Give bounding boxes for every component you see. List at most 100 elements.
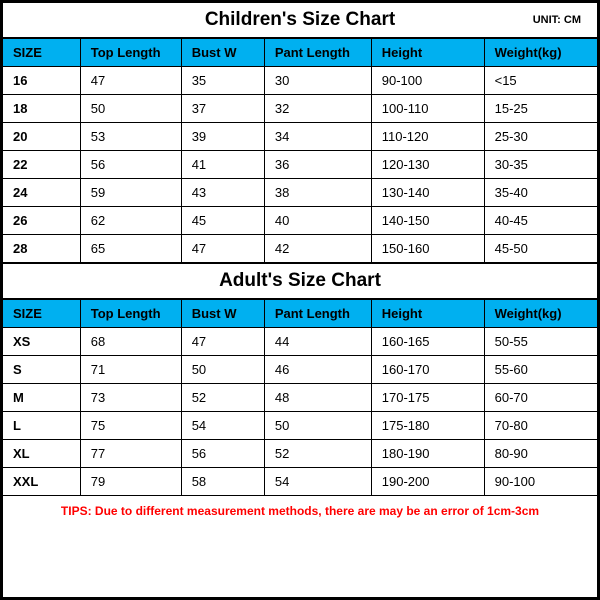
value-cell: 52 bbox=[181, 384, 264, 412]
value-cell: 32 bbox=[264, 95, 371, 123]
size-cell: S bbox=[3, 356, 80, 384]
value-cell: 120-130 bbox=[371, 151, 484, 179]
value-cell: 130-140 bbox=[371, 179, 484, 207]
value-cell: 47 bbox=[80, 67, 181, 95]
size-cell: 22 bbox=[3, 151, 80, 179]
table-row: 20533934110-12025-30 bbox=[3, 123, 597, 151]
value-cell: 45-50 bbox=[484, 235, 597, 264]
table-row: XL775652180-19080-90 bbox=[3, 440, 597, 468]
value-cell: 50 bbox=[264, 412, 371, 440]
children-title: Children's Size Chart bbox=[205, 9, 395, 30]
size-cell: 18 bbox=[3, 95, 80, 123]
table-row: M735248170-17560-70 bbox=[3, 384, 597, 412]
value-cell: 52 bbox=[264, 440, 371, 468]
value-cell: 60-70 bbox=[484, 384, 597, 412]
size-cell: 26 bbox=[3, 207, 80, 235]
value-cell: 15-25 bbox=[484, 95, 597, 123]
table-row: 28654742150-16045-50 bbox=[3, 235, 597, 264]
children-title-bar: Children's Size Chart UNIT: CM bbox=[3, 3, 597, 38]
size-cell: M bbox=[3, 384, 80, 412]
size-cell: L bbox=[3, 412, 80, 440]
value-cell: 30 bbox=[264, 67, 371, 95]
value-cell: 190-200 bbox=[371, 468, 484, 496]
size-cell: 28 bbox=[3, 235, 80, 264]
value-cell: 44 bbox=[264, 328, 371, 356]
value-cell: 36 bbox=[264, 151, 371, 179]
value-cell: 160-165 bbox=[371, 328, 484, 356]
children-table: SIZETop LengthBust WPant LengthHeightWei… bbox=[3, 38, 597, 264]
size-cell: XS bbox=[3, 328, 80, 356]
value-cell: 55-60 bbox=[484, 356, 597, 384]
value-cell: 38 bbox=[264, 179, 371, 207]
value-cell: 110-120 bbox=[371, 123, 484, 151]
value-cell: 90-100 bbox=[484, 468, 597, 496]
value-cell: 56 bbox=[80, 151, 181, 179]
value-cell: 56 bbox=[181, 440, 264, 468]
adult-title-bar: Adult's Size Chart bbox=[3, 264, 597, 299]
value-cell: 73 bbox=[80, 384, 181, 412]
value-cell: 54 bbox=[181, 412, 264, 440]
table-row: XXL795854190-20090-100 bbox=[3, 468, 597, 496]
size-cell: 16 bbox=[3, 67, 80, 95]
column-header: Height bbox=[371, 39, 484, 67]
column-header: Bust W bbox=[181, 300, 264, 328]
value-cell: <15 bbox=[484, 67, 597, 95]
value-cell: 25-30 bbox=[484, 123, 597, 151]
value-cell: 53 bbox=[80, 123, 181, 151]
value-cell: 100-110 bbox=[371, 95, 484, 123]
value-cell: 150-160 bbox=[371, 235, 484, 264]
value-cell: 70-80 bbox=[484, 412, 597, 440]
column-header: Top Length bbox=[80, 300, 181, 328]
column-header: Bust W bbox=[181, 39, 264, 67]
value-cell: 54 bbox=[264, 468, 371, 496]
table-row: 1647353090-100<15 bbox=[3, 67, 597, 95]
value-cell: 180-190 bbox=[371, 440, 484, 468]
column-header: Weight(kg) bbox=[484, 300, 597, 328]
table-row: L755450175-18070-80 bbox=[3, 412, 597, 440]
value-cell: 77 bbox=[80, 440, 181, 468]
value-cell: 37 bbox=[181, 95, 264, 123]
value-cell: 68 bbox=[80, 328, 181, 356]
value-cell: 79 bbox=[80, 468, 181, 496]
column-header: Weight(kg) bbox=[484, 39, 597, 67]
value-cell: 40 bbox=[264, 207, 371, 235]
value-cell: 80-90 bbox=[484, 440, 597, 468]
value-cell: 58 bbox=[181, 468, 264, 496]
value-cell: 43 bbox=[181, 179, 264, 207]
column-header: Pant Length bbox=[264, 300, 371, 328]
value-cell: 47 bbox=[181, 328, 264, 356]
table-row: 18503732100-11015-25 bbox=[3, 95, 597, 123]
table-row: 24594338130-14035-40 bbox=[3, 179, 597, 207]
value-cell: 40-45 bbox=[484, 207, 597, 235]
value-cell: 47 bbox=[181, 235, 264, 264]
table-row: XS684744160-16550-55 bbox=[3, 328, 597, 356]
table-row: S715046160-17055-60 bbox=[3, 356, 597, 384]
value-cell: 41 bbox=[181, 151, 264, 179]
children-section: Children's Size Chart UNIT: CM SIZETop L… bbox=[3, 3, 597, 264]
size-cell: 20 bbox=[3, 123, 80, 151]
value-cell: 170-175 bbox=[371, 384, 484, 412]
table-row: 22564136120-13030-35 bbox=[3, 151, 597, 179]
value-cell: 175-180 bbox=[371, 412, 484, 440]
value-cell: 42 bbox=[264, 235, 371, 264]
value-cell: 34 bbox=[264, 123, 371, 151]
value-cell: 45 bbox=[181, 207, 264, 235]
value-cell: 160-170 bbox=[371, 356, 484, 384]
value-cell: 35 bbox=[181, 67, 264, 95]
value-cell: 71 bbox=[80, 356, 181, 384]
value-cell: 46 bbox=[264, 356, 371, 384]
value-cell: 50 bbox=[80, 95, 181, 123]
size-chart-container: Children's Size Chart UNIT: CM SIZETop L… bbox=[0, 0, 600, 600]
value-cell: 35-40 bbox=[484, 179, 597, 207]
value-cell: 59 bbox=[80, 179, 181, 207]
adult-table: SIZETop LengthBust WPant LengthHeightWei… bbox=[3, 299, 597, 496]
children-header-row: SIZETop LengthBust WPant LengthHeightWei… bbox=[3, 39, 597, 67]
table-row: 26624540140-15040-45 bbox=[3, 207, 597, 235]
value-cell: 50 bbox=[181, 356, 264, 384]
value-cell: 30-35 bbox=[484, 151, 597, 179]
value-cell: 39 bbox=[181, 123, 264, 151]
column-header: Pant Length bbox=[264, 39, 371, 67]
column-header: SIZE bbox=[3, 300, 80, 328]
size-cell: 24 bbox=[3, 179, 80, 207]
value-cell: 65 bbox=[80, 235, 181, 264]
